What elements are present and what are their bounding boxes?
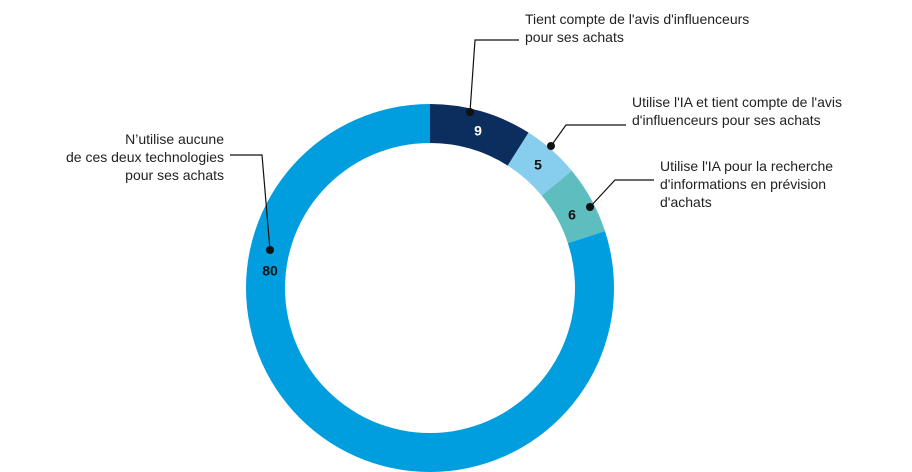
value-label: 80 <box>262 263 278 279</box>
category-label: Utilise l'IA pour la recherche d'informa… <box>660 158 834 210</box>
value-label: 5 <box>534 157 542 173</box>
leader-line <box>230 154 271 251</box>
value-label: 6 <box>568 207 576 223</box>
leader-dot <box>547 142 555 150</box>
leader-dot <box>586 203 594 211</box>
category-label: Tient compte de l'avis d'influenceurs po… <box>525 11 750 45</box>
leader-dot <box>266 246 274 254</box>
leader-line <box>469 39 519 113</box>
donut-segment <box>507 132 572 196</box>
value-label: 9 <box>474 123 482 139</box>
leader-line <box>550 124 626 147</box>
leader-dot <box>466 108 474 116</box>
donut-segment <box>430 104 529 166</box>
category-label: N’utilise aucune de ces deux technologie… <box>66 131 224 183</box>
donut-segment <box>541 170 605 244</box>
category-label: Utilise l'IA et tient compte de l'avis d… <box>632 94 842 128</box>
leader-line <box>589 179 654 208</box>
